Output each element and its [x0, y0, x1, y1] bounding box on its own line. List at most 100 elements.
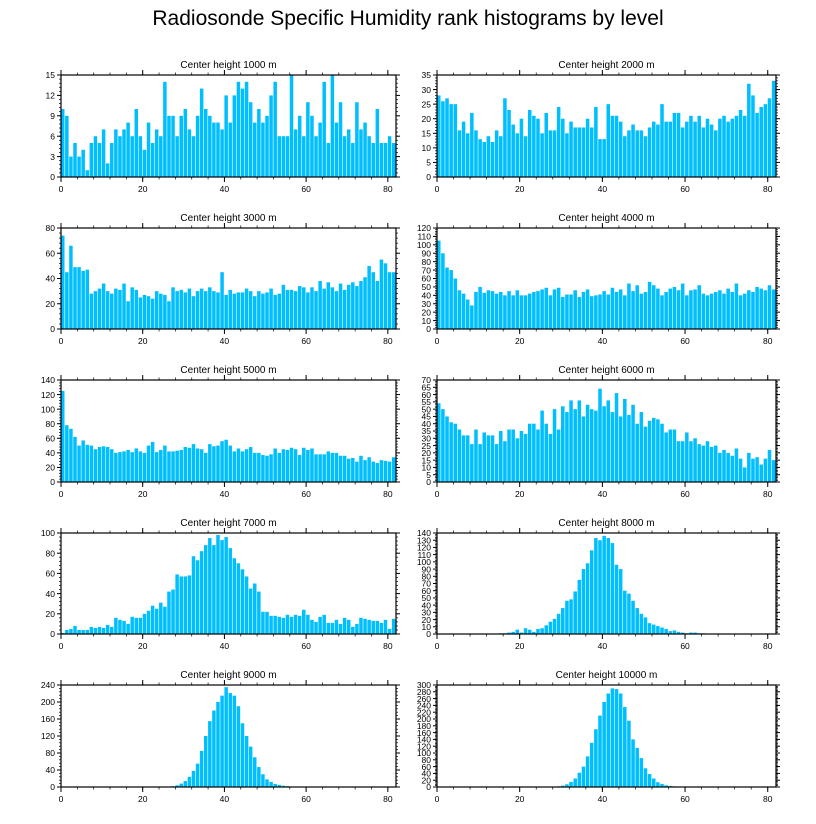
histogram-bar	[527, 293, 532, 329]
histogram-bar	[618, 569, 623, 634]
histogram-bar	[494, 130, 499, 177]
histogram-bar	[195, 560, 200, 634]
histogram-bar	[391, 618, 396, 634]
histogram-bar	[618, 693, 623, 787]
histogram-bar	[306, 102, 310, 177]
histogram-bar	[130, 616, 134, 634]
histogram-bar	[244, 81, 249, 177]
histogram-bar	[122, 129, 126, 177]
histogram-bar	[565, 600, 569, 634]
y-tick-label: 80	[46, 419, 56, 429]
histogram-bar	[175, 450, 179, 482]
histogram-bar	[338, 283, 343, 329]
histogram-bar	[69, 628, 73, 634]
histogram-bar	[561, 608, 565, 634]
histogram-bar	[623, 136, 627, 177]
histogram-bar	[191, 444, 196, 482]
histogram-bar	[672, 286, 677, 329]
x-tick-label: 0	[59, 184, 64, 194]
y-tick-label: 100	[41, 528, 55, 538]
histogram-bar	[281, 449, 286, 482]
histogram-bar	[457, 290, 462, 329]
histogram-bar	[334, 291, 339, 330]
histogram-bar	[738, 458, 743, 482]
histogram-bar	[154, 129, 159, 177]
panel-3: Center height 3000 m 0 20 40 60 80 0 20 40 60 80	[46, 213, 400, 346]
histogram-bar	[65, 272, 69, 329]
histogram-bar	[293, 291, 298, 330]
histogram-bar	[273, 448, 277, 482]
histogram-bar	[569, 294, 573, 329]
panel-4: Center height 4000 m01020304050607080901…	[417, 213, 780, 346]
y-tick-label: 5	[426, 470, 431, 480]
y-tick-label: 140	[417, 528, 431, 538]
histogram-bar	[565, 133, 569, 177]
histogram-bar	[351, 282, 355, 329]
y-tick-label: 10	[422, 316, 432, 326]
histogram-bar	[680, 127, 685, 177]
histogram-bar	[490, 291, 495, 330]
histogram-bar	[470, 112, 474, 177]
histogram-bar	[216, 122, 220, 177]
histogram-bar	[105, 163, 110, 177]
y-tick-label: 200	[41, 697, 55, 707]
y-tick-label: 280	[417, 687, 431, 697]
histogram-bar	[273, 784, 277, 787]
histogram-bar	[577, 772, 582, 787]
histogram-bar	[248, 291, 253, 330]
panel-title: Center height 3000 m	[180, 213, 276, 224]
histogram-bar	[602, 535, 606, 634]
histogram-bar	[240, 723, 245, 787]
x-tick-label: 80	[763, 641, 773, 651]
histogram-bar	[265, 611, 269, 634]
histogram-bar	[122, 451, 126, 482]
histogram-bar	[203, 545, 208, 634]
histogram-bar	[532, 115, 536, 177]
histogram-bar	[101, 627, 106, 634]
histogram-bar	[610, 115, 615, 177]
histogram-bar	[561, 297, 565, 329]
y-tick-label: 60	[46, 433, 56, 443]
y-tick-label: 35	[422, 70, 432, 80]
histogram-bar	[664, 432, 668, 482]
y-tick-label: 140	[417, 735, 431, 745]
histogram-bar	[486, 290, 491, 329]
histogram-bar	[293, 129, 298, 177]
histogram-bar	[208, 287, 212, 329]
histogram-bar	[499, 136, 503, 177]
histogram-bar	[77, 156, 81, 177]
histogram-bar	[437, 403, 441, 482]
histogram-bar	[548, 295, 553, 329]
y-tick-label: 40	[46, 448, 56, 458]
histogram-bar	[216, 445, 220, 482]
histogram-bar	[565, 784, 569, 787]
histogram-bar	[367, 457, 371, 482]
histogram-bar	[734, 448, 739, 482]
histogram-bar	[359, 129, 363, 177]
histogram-bar	[314, 136, 318, 177]
y-tick-label: 240	[417, 701, 431, 711]
histogram-bar	[614, 291, 619, 329]
histogram-bar	[334, 122, 339, 177]
histogram-bar	[614, 115, 619, 177]
histogram-bar	[306, 614, 310, 634]
histogram-bar	[334, 619, 339, 634]
y-tick-label: 70	[422, 579, 432, 589]
histogram-bar	[503, 441, 507, 482]
y-tick-label: 120	[417, 543, 431, 553]
y-tick-label: 60	[422, 274, 432, 284]
histogram-bar	[69, 245, 73, 329]
histogram-bar	[208, 538, 212, 634]
histogram-bar	[581, 127, 586, 177]
histogram-bar	[647, 127, 652, 177]
x-tick-label: 0	[435, 489, 440, 499]
y-tick-label: 40	[422, 419, 432, 429]
histogram-bar	[387, 272, 392, 329]
histogram-bar	[623, 707, 627, 787]
histogram-bar	[668, 288, 673, 329]
histogram-bar	[114, 129, 118, 177]
histogram-bar	[383, 619, 388, 634]
histogram-bar	[187, 575, 192, 634]
histogram-bar	[61, 390, 65, 482]
